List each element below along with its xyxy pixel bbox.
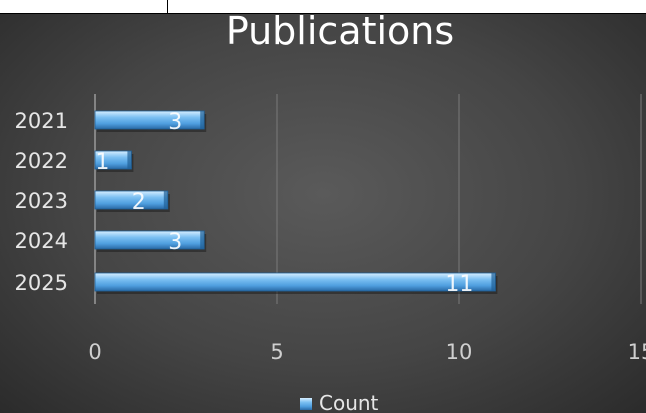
cropped-header-strip <box>0 0 646 14</box>
y-tick-label-2023: 2023 <box>15 189 68 213</box>
data-label-2024: 3 <box>168 230 182 255</box>
y-tick-labels: 2021 2022 2023 2024 2025 <box>15 109 68 295</box>
y-tick-label-2025: 2025 <box>15 271 68 295</box>
y-tick-label-2022: 2022 <box>15 149 68 173</box>
cropped-table-divider <box>167 0 168 14</box>
data-label-2022: 1 <box>95 150 109 175</box>
bar-2024 <box>94 230 205 250</box>
legend: Count <box>300 391 379 413</box>
bar-chart: Publications 2021 2022 2023 2024 2025 0 5 10 15… <box>15 14 646 413</box>
bar-end-cap-2025 <box>491 273 496 291</box>
bars <box>94 110 498 294</box>
x-tick-label-10: 10 <box>446 340 473 364</box>
chart-area: Publications 2021 2022 2023 2024 2025 0 5 10 15… <box>0 14 646 413</box>
legend-label-count: Count <box>319 391 379 413</box>
chart-title: Publications <box>226 14 454 53</box>
data-label-2021: 3 <box>168 110 182 135</box>
y-tick-label-2024: 2024 <box>15 229 68 253</box>
x-tick-label-0: 0 <box>88 340 101 364</box>
gridlines <box>276 94 642 304</box>
x-tick-label-5: 5 <box>270 340 283 364</box>
bar-end-cap-2023 <box>163 191 168 209</box>
bar-end-cap-2024 <box>200 231 205 249</box>
bar-end-cap-2021 <box>200 111 205 129</box>
x-tick-labels: 0 5 10 15 <box>88 340 646 364</box>
bar-2025 <box>94 272 496 292</box>
x-tick-label-15: 15 <box>628 340 646 364</box>
y-tick-label-2021: 2021 <box>15 109 68 133</box>
data-label-2025: 11 <box>445 272 473 297</box>
bar-end-cap-2022 <box>127 151 132 169</box>
legend-swatch-count <box>300 398 312 410</box>
bar-2021 <box>94 110 205 130</box>
data-label-2023: 2 <box>132 190 146 215</box>
